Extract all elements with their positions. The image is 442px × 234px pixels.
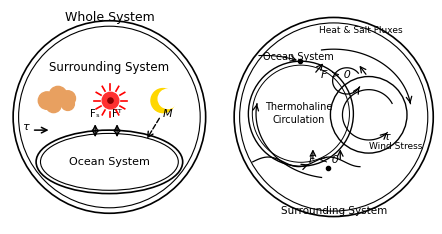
Circle shape xyxy=(61,97,74,110)
Text: τ: τ xyxy=(22,122,29,132)
Text: F < 0: F < 0 xyxy=(309,155,339,165)
Text: τ: τ xyxy=(383,132,389,142)
Circle shape xyxy=(158,89,177,109)
Text: Fₛ: Fₛ xyxy=(90,109,100,119)
Text: Surrounding System: Surrounding System xyxy=(281,206,387,216)
Circle shape xyxy=(108,98,113,103)
Text: Surrounding System: Surrounding System xyxy=(50,61,169,74)
Circle shape xyxy=(38,92,56,109)
Text: M: M xyxy=(163,109,172,119)
Circle shape xyxy=(60,91,76,106)
Text: Thermohaline: Thermohaline xyxy=(265,102,332,112)
Text: Circulation: Circulation xyxy=(273,115,325,125)
Circle shape xyxy=(151,88,175,113)
Text: F > 0: F > 0 xyxy=(321,70,351,80)
Text: Wind Stress: Wind Stress xyxy=(370,142,423,151)
Text: Ocean System: Ocean System xyxy=(69,157,150,167)
Text: Fᵀ: Fᵀ xyxy=(112,109,122,119)
Text: Ocean System: Ocean System xyxy=(263,52,333,62)
Circle shape xyxy=(49,86,67,104)
Text: Whole System: Whole System xyxy=(65,11,154,24)
Circle shape xyxy=(102,92,119,109)
Text: Heat & Salt Fluxes: Heat & Salt Fluxes xyxy=(319,26,403,35)
Circle shape xyxy=(46,97,61,113)
